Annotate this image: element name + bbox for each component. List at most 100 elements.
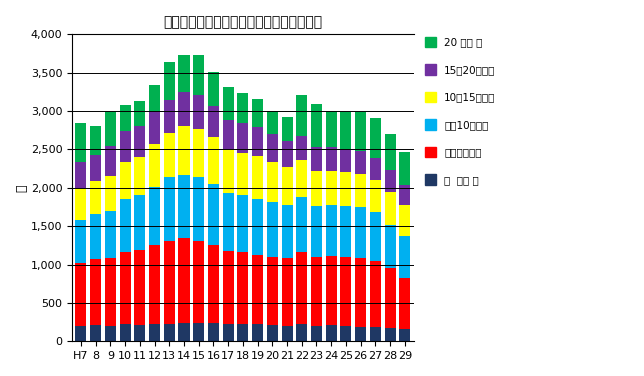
Title: 同居期間別離婚件数の年次推移（熊本県）: 同居期間別離婚件数の年次推移（熊本県）	[164, 15, 323, 29]
Bar	[193, 241, 204, 323]
Bar	[326, 171, 337, 205]
Bar	[252, 99, 263, 127]
Bar	[311, 147, 322, 171]
Bar	[105, 111, 116, 146]
Bar	[355, 151, 366, 174]
Bar	[399, 152, 410, 185]
Bar	[238, 92, 249, 123]
Bar	[164, 62, 175, 100]
Bar	[120, 252, 131, 324]
Bar	[267, 111, 278, 134]
Bar	[384, 134, 395, 170]
Bar	[267, 257, 278, 325]
Bar	[341, 206, 352, 257]
Bar	[105, 146, 116, 176]
Bar	[149, 85, 160, 111]
Bar	[355, 207, 366, 258]
Bar	[267, 134, 278, 162]
Bar	[90, 214, 101, 259]
Bar	[120, 105, 131, 131]
Bar	[120, 324, 131, 341]
Bar	[90, 155, 101, 181]
Bar	[355, 327, 366, 341]
Bar	[193, 323, 204, 341]
Bar	[238, 153, 249, 196]
Bar	[281, 117, 292, 141]
Bar	[135, 325, 146, 341]
Bar	[341, 257, 352, 326]
Bar	[90, 181, 101, 214]
Bar	[223, 324, 234, 341]
Bar	[75, 326, 86, 341]
Bar	[252, 324, 263, 341]
Bar	[267, 162, 278, 202]
Bar	[135, 101, 146, 126]
Bar	[149, 111, 160, 144]
Bar	[120, 131, 131, 162]
Bar	[149, 245, 160, 324]
Bar	[238, 196, 249, 252]
Bar	[399, 329, 410, 341]
Bar	[208, 72, 219, 106]
Bar	[135, 126, 146, 157]
Bar	[223, 120, 234, 149]
Bar	[178, 238, 189, 323]
Bar	[208, 245, 219, 323]
Bar	[370, 261, 381, 327]
Bar	[135, 157, 146, 196]
Bar	[238, 123, 249, 153]
Bar	[370, 212, 381, 261]
Bar	[267, 202, 278, 257]
Bar	[90, 126, 101, 155]
Bar	[178, 126, 189, 175]
Bar	[208, 137, 219, 184]
Bar	[281, 167, 292, 205]
Bar	[75, 123, 86, 162]
Bar	[178, 55, 189, 92]
Bar	[399, 236, 410, 277]
Bar	[120, 162, 131, 199]
Bar	[193, 177, 204, 241]
Bar	[384, 224, 395, 268]
Bar	[164, 324, 175, 341]
Bar	[178, 323, 189, 341]
Bar	[164, 241, 175, 324]
Bar	[296, 252, 307, 324]
Bar	[311, 326, 322, 341]
Bar	[281, 205, 292, 258]
Bar	[311, 171, 322, 206]
Bar	[296, 197, 307, 252]
Bar	[384, 193, 395, 224]
Bar	[252, 199, 263, 255]
Bar	[326, 256, 337, 325]
Bar	[355, 174, 366, 207]
Bar	[75, 220, 86, 263]
Bar	[370, 158, 381, 180]
Bar	[370, 327, 381, 341]
Bar	[90, 259, 101, 325]
Bar	[223, 193, 234, 252]
Bar	[281, 258, 292, 326]
Bar	[120, 199, 131, 252]
Bar	[75, 162, 86, 188]
Bar	[164, 133, 175, 177]
Bar	[355, 112, 366, 151]
Bar	[384, 170, 395, 193]
Bar	[384, 328, 395, 341]
Bar	[75, 263, 86, 326]
Bar	[326, 147, 337, 171]
Bar	[208, 106, 219, 137]
Bar	[223, 252, 234, 324]
Bar	[281, 141, 292, 167]
Bar	[311, 206, 322, 257]
Bar	[193, 95, 204, 129]
Bar	[238, 252, 249, 324]
Bar	[399, 185, 410, 205]
Bar	[326, 111, 337, 147]
Bar	[90, 325, 101, 341]
Bar	[296, 324, 307, 341]
Bar	[267, 325, 278, 341]
Bar	[164, 100, 175, 133]
Bar	[105, 176, 116, 211]
Bar	[384, 268, 395, 328]
